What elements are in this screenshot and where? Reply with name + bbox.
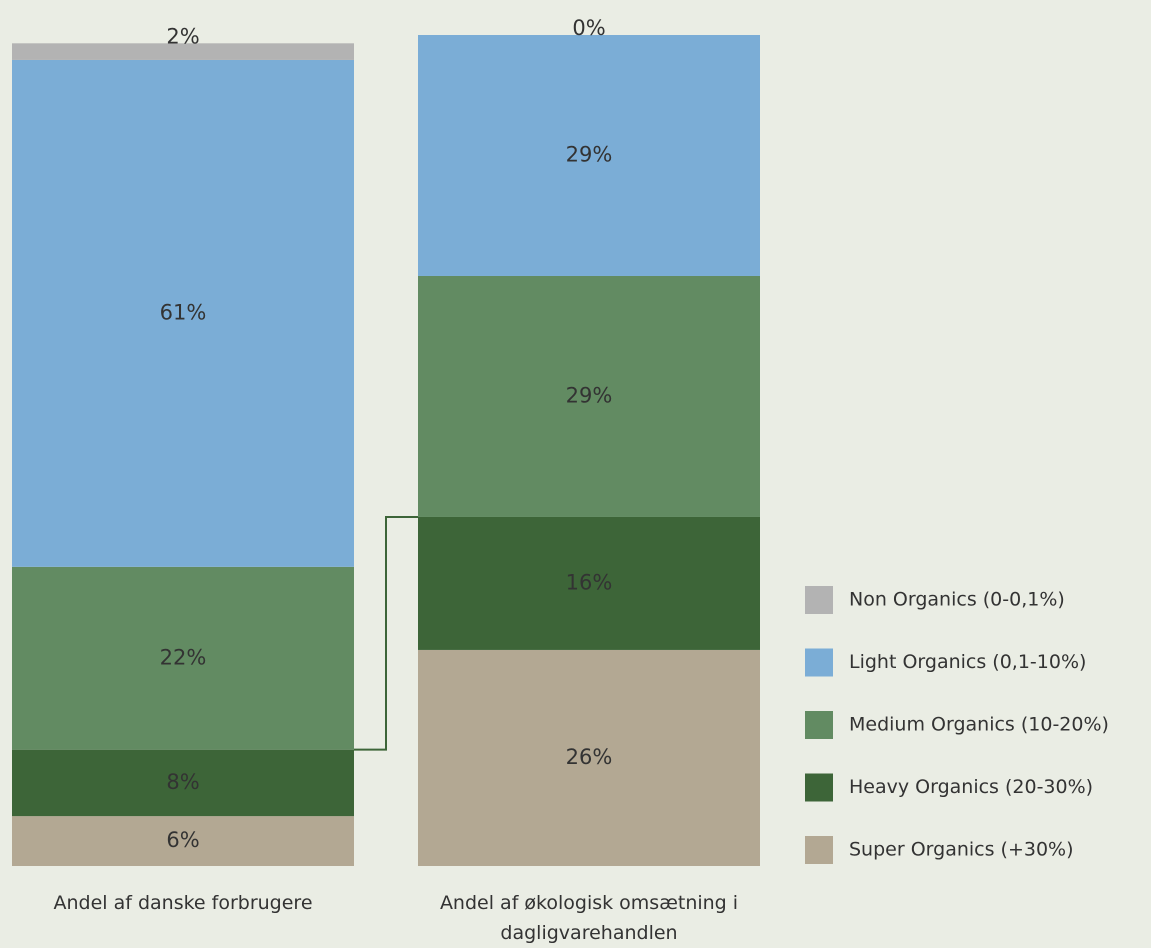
data-label: 8% [166, 770, 199, 794]
bar-segment [418, 35, 760, 276]
bar-segment [12, 59, 354, 567]
bar-segment [12, 43, 354, 60]
data-label: 16% [566, 570, 613, 594]
category-label: Andel af økologisk omsætning i dagligvar… [439, 892, 739, 944]
bar-segment [418, 649, 760, 866]
bar-segment [12, 816, 354, 866]
legend-label: Medium Organics (10-20%) [849, 714, 1109, 736]
data-label: 61% [160, 300, 207, 324]
bar-segment [12, 749, 354, 817]
legend-label: Non Organics (0-0,1%) [849, 589, 1065, 611]
connector [354, 515, 418, 751]
data-label: 26% [566, 745, 613, 769]
data-label: 29% [566, 383, 613, 407]
data-label: 0% [572, 16, 605, 40]
data-label: 29% [566, 142, 613, 166]
legend-label: Super Organics (+30%) [849, 839, 1074, 861]
bar-segment [418, 516, 760, 650]
legend-swatch [805, 648, 833, 677]
legend-swatch [805, 836, 833, 864]
legend-swatch [805, 711, 833, 739]
bar-segment [418, 275, 760, 517]
category-label: Andel af danske forbrugere [53, 892, 313, 914]
legend-swatch [805, 773, 833, 802]
data-label: 22% [160, 645, 207, 669]
data-label: 2% [166, 24, 199, 48]
bar-segment [12, 566, 354, 750]
legend-label: Light Organics (0,1-10%) [849, 651, 1086, 673]
legend-label: Heavy Organics (20-30%) [849, 776, 1093, 798]
data-label: 6% [166, 828, 199, 852]
legend-swatch [805, 586, 833, 614]
